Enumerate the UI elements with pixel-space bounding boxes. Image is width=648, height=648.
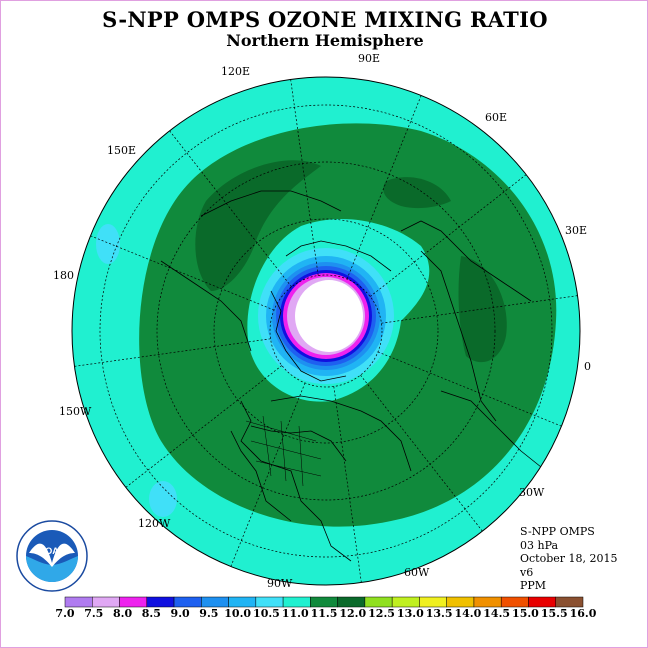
colorbar-swatch — [419, 596, 447, 608]
colorbar-swatch — [337, 596, 366, 608]
lon-label-120e: 120E — [221, 65, 251, 78]
colorbar-tick-label: 11.5 — [310, 607, 338, 620]
meridian-line — [381, 295, 578, 324]
colorbar-swatch — [555, 596, 584, 608]
info-instrument: S-NPP OMPS — [520, 525, 595, 538]
meridian-line — [377, 351, 562, 427]
colorbar-tick-label: 14.0 — [454, 607, 482, 620]
noaa-logo: NOAA — [16, 520, 88, 592]
meridian-line — [360, 374, 483, 532]
noaa-logo-text: NOAA — [39, 546, 66, 556]
info-version: v6 — [520, 565, 534, 579]
colorbar-tick-label: 12.0 — [339, 607, 367, 620]
colorbar-swatch — [282, 596, 311, 608]
colorbar-tick-label: 10.5 — [253, 607, 280, 620]
colorbar-tick-label: 13.5 — [425, 607, 453, 620]
info-date: October 18, 2015 — [520, 552, 618, 565]
colorbar-swatch — [473, 596, 502, 608]
ozone-region-12-b — [383, 177, 451, 209]
colorbar-tick-label: 15.5 — [540, 607, 568, 620]
page-subtitle: Northern Hemisphere — [226, 31, 424, 50]
meridian-line — [369, 174, 527, 297]
colorbar-swatch — [446, 596, 475, 608]
colorbar-swatch — [228, 596, 257, 608]
info-block: S-NPP OMPS 03 hPa October 18, 2015 v6 PP… — [520, 525, 618, 593]
colorbar-tick-label: 13.0 — [396, 607, 424, 620]
colorbar-swatch — [255, 596, 284, 608]
meridian-line — [346, 95, 422, 280]
lon-label-90w: 90W — [267, 577, 293, 590]
colorbar-tick-label: 9.5 — [199, 607, 219, 620]
colorbar-tick-label: 10.0 — [224, 607, 252, 620]
meridian-line — [169, 130, 292, 288]
colorbar-swatch — [173, 596, 202, 608]
info-units: PPM — [520, 579, 547, 592]
colorbar-tick-label: 11.0 — [281, 607, 309, 620]
colorbar-tick-label: 7.0 — [55, 607, 75, 620]
colorbar-tick-label: 16.0 — [569, 607, 597, 620]
page-title: S-NPP OMPS OZONE MIXING RATIO — [102, 7, 548, 32]
info-level: 03 hPa — [520, 538, 559, 552]
colorbar-tick-label: 8.0 — [112, 607, 133, 620]
meridian-line — [125, 365, 283, 488]
colorbar-swatch — [364, 596, 393, 608]
colorbar-tick-label: 9.0 — [170, 607, 190, 620]
colorbar-tick-label: 14.5 — [483, 607, 511, 620]
meridian-line — [333, 386, 362, 583]
colorbar-swatch — [310, 596, 338, 608]
colorbar-tick-label: 15.0 — [512, 607, 539, 620]
lon-label-30w: 30W — [519, 486, 545, 499]
meridian-line — [90, 235, 275, 311]
colorbar-tick-label: 12.5 — [368, 607, 395, 620]
colorbar — [64, 596, 584, 608]
colorbar-swatch — [201, 596, 229, 608]
ozone-region-12-a — [195, 160, 321, 291]
ozone-region-polar-white — [295, 280, 363, 352]
colorbar-swatch — [92, 596, 120, 608]
lon-label-90e: 90E — [358, 52, 381, 65]
colorbar-swatch — [500, 596, 529, 608]
colorbar-swatch — [528, 596, 556, 608]
meridian-line — [74, 338, 271, 367]
colorbar-swatch — [119, 596, 148, 608]
lon-label-150e: 150E — [107, 144, 137, 157]
lon-label-150w: 150W — [59, 405, 92, 418]
lon-label-60e: 60E — [485, 111, 508, 124]
colorbar-swatch — [64, 596, 93, 608]
lon-label-30e: 30E — [565, 224, 588, 237]
colorbar-tick-label: 7.5 — [84, 607, 104, 620]
ozone-blob-southwest — [149, 481, 177, 517]
meridian-line — [230, 382, 306, 567]
ozone-blob-west — [96, 224, 120, 264]
lon-label-180: 180 — [53, 269, 74, 282]
colorbar-tick-label: 8.5 — [141, 607, 161, 620]
lon-label-120w: 120W — [138, 517, 171, 530]
lon-label-0: 0 — [584, 360, 591, 373]
colorbar-swatch — [391, 596, 420, 608]
colorbar-swatch — [146, 596, 175, 608]
lon-label-60w: 60W — [404, 566, 430, 579]
